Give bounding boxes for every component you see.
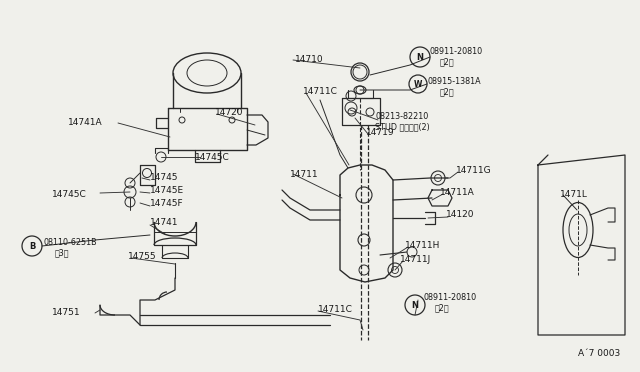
Text: 14711C: 14711C [303,87,338,96]
Text: 08911-20810: 08911-20810 [423,293,476,302]
Text: W: W [414,80,422,89]
Text: 14751: 14751 [52,308,81,317]
Text: （2）: （2） [440,57,454,66]
Text: 1471L: 1471L [560,190,588,199]
Text: 14711C: 14711C [318,305,353,314]
Text: （3）: （3） [55,248,70,257]
Text: 14711H: 14711H [405,241,440,250]
Text: 14711: 14711 [290,170,319,179]
Text: N: N [412,301,419,310]
Text: 14710: 14710 [295,55,324,64]
Text: 14719: 14719 [366,128,395,137]
Text: 14711G: 14711G [456,166,492,175]
Text: 08213-82210: 08213-82210 [375,112,428,121]
Text: 14745: 14745 [150,173,179,182]
Text: B: B [29,241,35,250]
Text: 08911-20810: 08911-20810 [430,47,483,56]
Text: 14741: 14741 [150,218,179,227]
Text: 14120: 14120 [446,210,474,219]
Text: 14745C: 14745C [195,153,230,162]
Text: A´7 0003: A´7 0003 [578,349,620,358]
Text: 14741A: 14741A [68,118,102,127]
Text: 14720: 14720 [215,108,243,117]
Text: STUD スタッド(2): STUD スタッド(2) [375,122,429,131]
Text: （2）: （2） [435,303,450,312]
Text: 14745F: 14745F [150,199,184,208]
Text: 08110-6251B: 08110-6251B [43,238,97,247]
Text: N: N [417,52,424,61]
Text: 14711J: 14711J [400,255,431,264]
Text: 14745C: 14745C [52,190,87,199]
Text: 14711A: 14711A [440,188,475,197]
Text: （2）: （2） [440,87,454,96]
Text: 08915-1381A: 08915-1381A [428,77,482,86]
Text: 14755: 14755 [128,252,157,261]
Text: 14745E: 14745E [150,186,184,195]
